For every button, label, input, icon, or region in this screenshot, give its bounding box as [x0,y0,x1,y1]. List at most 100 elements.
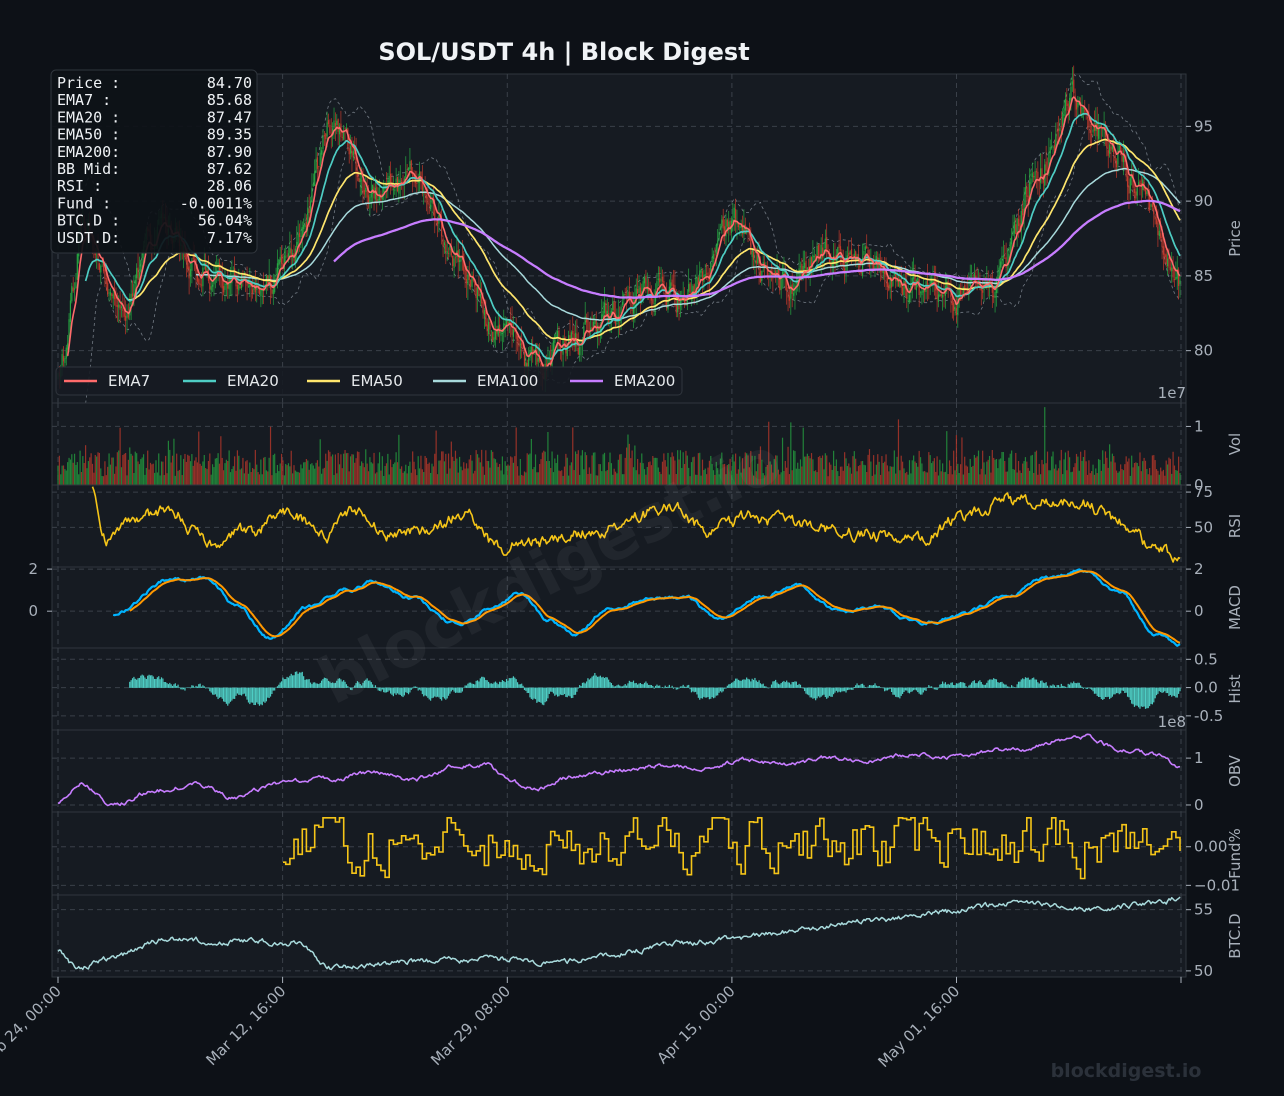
candle-body [416,182,418,184]
volume-bar [979,474,981,485]
volume-bar [142,454,145,485]
volume-bar [714,474,716,485]
histogram-bar [1016,684,1018,688]
volume-bar [1132,467,1134,485]
volume-bar [561,470,563,485]
candle-body [363,190,365,195]
histogram-bar [452,687,454,690]
volume-bar [577,450,579,485]
candle-body [921,291,923,296]
volume-bar [875,464,877,485]
histogram-bar [169,682,171,688]
volume-bar [478,457,480,485]
volume-bar [1124,464,1126,485]
volume-bar [432,466,434,485]
candle-body [839,246,842,251]
candle-body [1092,129,1094,133]
histogram-bar [1106,687,1108,698]
candle-body [1157,221,1159,235]
volume-bar [410,472,412,485]
candle-body [1096,122,1098,137]
candle-body [479,294,481,298]
histogram-bar [870,685,872,688]
volume-bar [752,475,755,485]
candle-body [1172,265,1174,278]
volume-bar [129,447,131,485]
volume-bar [1097,459,1100,485]
volume-bar [1034,451,1036,485]
histogram-bar [142,675,145,688]
candle-body [431,198,433,204]
volume-bar [610,463,613,485]
histogram-bar [737,679,739,688]
candle-body [516,335,519,341]
histogram-bar [641,684,643,688]
volume-bar [805,456,807,485]
histogram-bar [265,687,267,702]
volume-bar [365,449,367,485]
histogram-bar [661,687,664,688]
volume-bar [1023,461,1025,485]
volume-bar [344,450,346,485]
volume-bar [493,458,495,485]
candle-body [337,119,339,132]
histogram-bar [499,681,501,688]
histogram-bar [359,684,361,688]
candle-body [325,133,327,140]
candle-body [189,269,192,277]
histogram-bar [824,687,826,698]
histogram-bar [654,685,657,688]
histogram-bar [515,679,517,688]
volume-bar [860,461,862,485]
candle-body [370,191,372,198]
histogram-bar [733,680,735,688]
candle-body [341,136,343,138]
volume-bar [174,475,176,485]
volume-bar [434,453,436,485]
candle-body [888,284,890,291]
candle-body [1151,203,1153,208]
histogram-bar [579,685,581,688]
candle-body [104,268,106,280]
volume-bar [1073,467,1075,485]
candle-body [1057,128,1060,131]
histogram-bar [928,685,930,688]
candle-body [1024,187,1027,195]
histogram-bar [1160,687,1162,693]
histogram-bar [585,681,588,688]
volume-bar [861,460,864,485]
candle-body [886,278,889,288]
histogram-bar [130,680,132,688]
candle-body [766,265,768,278]
histogram-bar [361,685,363,688]
candle-body [67,343,69,350]
histogram-bar [728,684,730,688]
volume-bar [294,470,296,485]
candle-body [838,244,840,248]
histogram-bar [554,687,556,696]
histogram-bar [301,671,303,688]
candle-body [303,224,305,230]
histogram-bar [732,682,734,688]
volume-bar [126,475,128,485]
candle-body [1099,124,1101,127]
histogram-bar [1172,687,1174,696]
histogram-bar [1093,687,1096,694]
candle-body [594,320,596,325]
histogram-bar [715,687,717,696]
candle-body [287,253,290,257]
ytick-rsi-0: 50 [1194,518,1213,536]
volume-scale-label: 1e7 [1158,384,1186,402]
info-label: Price : [57,74,120,92]
candle-body [835,254,837,266]
candle-body [786,278,788,291]
volume-bar [657,467,659,485]
volume-bar [170,462,172,485]
histogram-bar [1027,677,1029,688]
volume-bar [496,462,498,485]
volume-bar [258,474,261,485]
histogram-bar [1158,687,1160,692]
histogram-bar [1035,679,1038,688]
volume-bar [718,474,720,485]
volume-bar [856,471,858,485]
